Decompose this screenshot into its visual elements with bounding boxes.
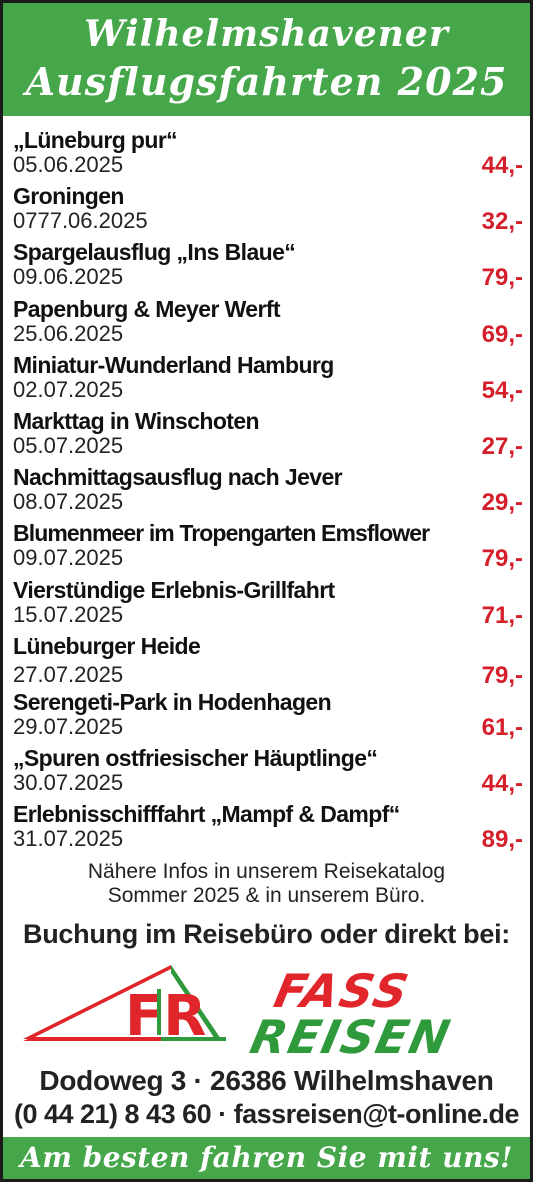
trip-name: Groningen: [13, 183, 124, 210]
trip-name: Nachmittagsausflug nach Jever: [13, 464, 343, 491]
footer-banner: Am besten fahren Sie mit uns!: [3, 1137, 530, 1179]
trip-name: Vierstündige Erlebnis-Grillfahrt: [13, 576, 335, 603]
trip-item: „Spuren ostfriesischer Häuptlinge“ 30.07…: [13, 741, 523, 797]
trip-name: Markttag in Winschoten: [13, 407, 260, 434]
trip-date: 31.07.2025: [13, 826, 124, 852]
trip-item: Spargelausflug „Ins Blaue“ 09.06.2025 79…: [13, 235, 523, 291]
trip-item: Serengeti-Park in Hodenhagen 29.07.2025 …: [13, 685, 523, 741]
trip-name: Papenburg & Meyer Werft: [13, 295, 281, 322]
trip-name: „Lüneburg pur“: [13, 127, 178, 153]
trip-item: Markttag in Winschoten 05.07.2025 27,-: [13, 404, 523, 460]
trip-list: „Lüneburg pur“ 05.06.2025 44,- Groningen…: [13, 123, 523, 853]
trip-item: „Lüneburg pur“ 05.06.2025 44,-: [13, 123, 523, 179]
trip-price: 27,-: [481, 432, 523, 460]
trip-date: 05.07.2025: [13, 432, 124, 458]
footer-slogan: Am besten fahren Sie mit uns!: [20, 1141, 513, 1174]
info-text: Nähere Infos in unserem Reisekatalog Som…: [3, 860, 530, 908]
logo-word-reisen: REISEN: [246, 1010, 456, 1063]
trip-price: 79,-: [481, 264, 523, 292]
trip-item: Groningen 0777.06.2025 32,-: [13, 179, 523, 235]
booking-heading: Buchung im Reisebüro oder direkt bei:: [23, 919, 510, 949]
logo-monogram-accent: [157, 989, 161, 1035]
flyer: Wilhelmshavener Ausflugsfahrten 2025 „Lü…: [3, 3, 530, 1179]
trip-item: Miniatur-Wunderland Hamburg 02.07.2025 5…: [13, 348, 523, 404]
logo-green-baseline: [161, 1037, 226, 1041]
address: Dodoweg 3 · 26386 Wilhelmshaven: [39, 1065, 494, 1096]
fass-reisen-logo: FR FASS REISEN: [21, 955, 516, 1067]
trip-name: Blumenmeer im Tropengarten Emsflower: [13, 520, 430, 547]
trip-item: Blumenmeer im Tropengarten Emsflower 09.…: [13, 516, 523, 572]
trip-date: 05.06.2025: [13, 152, 124, 177]
trip-date: 09.06.2025: [13, 264, 124, 290]
trip-item: Nachmittagsausflug nach Jever 08.07.2025…: [13, 460, 523, 516]
logo-word-fass: FASS: [270, 964, 415, 1017]
header-banner: Wilhelmshavener Ausflugsfahrten 2025: [3, 3, 530, 116]
fass-reisen-logo-graphic: FR FASS REISEN: [23, 964, 456, 1064]
logo-monogram: FR: [125, 984, 206, 1049]
logo-green-stripe: [171, 965, 221, 1039]
trip-name: Serengeti-Park in Hodenhagen: [13, 688, 332, 715]
trip-date: 25.06.2025: [13, 320, 124, 346]
info-line1: Nähere Infos in unserem Reisekatalog: [87, 860, 446, 883]
info-line2: Sommer 2025 & in unserem Büro.: [107, 884, 426, 907]
trip-date: 30.07.2025: [13, 770, 124, 796]
trip-price: 79,-: [481, 545, 523, 573]
trip-name: Erlebnisschifffahrt „Mampf & Dampf“: [13, 801, 400, 828]
trip-price: 79,-: [481, 661, 523, 689]
trip-item: Lüneburger Heide 27.07.2025 79,-: [13, 629, 523, 689]
trip-price: 54,-: [481, 376, 523, 404]
trip-date: 15.07.2025: [13, 601, 124, 627]
trip-date: 08.07.2025: [13, 489, 124, 515]
trip-price: 32,-: [481, 208, 523, 236]
trip-date: 02.07.2025: [13, 376, 124, 402]
trip-name: Miniatur-Wunderland Hamburg: [13, 351, 334, 378]
trip-item: Papenburg & Meyer Werft 25.06.2025 69,-: [13, 292, 523, 348]
header-title-line1: Wilhelmshavener: [84, 13, 449, 55]
trip-price: 89,-: [481, 826, 523, 854]
trip-price: 44,-: [481, 152, 523, 179]
trip-item: Erlebnisschifffahrt „Mampf & Dampf“ 31.0…: [13, 797, 523, 853]
trip-date: 0777.06.2025: [13, 208, 148, 234]
trip-price: 44,-: [481, 770, 523, 798]
trip-name: Lüneburger Heide: [13, 632, 201, 659]
trip-price: 71,-: [481, 601, 523, 629]
header-title-line2: Ausflugsfahrten 2025: [25, 59, 508, 104]
trip-date: 29.07.2025: [13, 713, 124, 739]
trip-item: Vierstündige Erlebnis-Grillfahrt 15.07.2…: [13, 573, 523, 629]
trip-price: 61,-: [481, 713, 523, 741]
trip-name: „Spuren ostfriesischer Häuptlinge“: [13, 745, 378, 772]
logo-red-baseline: [23, 1037, 171, 1041]
trip-price: 69,-: [481, 320, 523, 348]
contact-line: (0 44 21) 8 43 60 · fassreisen@t-online.…: [13, 1099, 520, 1129]
trip-price: 29,-: [481, 489, 523, 517]
trip-date: 09.07.2025: [13, 545, 124, 571]
trip-name: Spargelausflug „Ins Blaue“: [13, 239, 296, 266]
logo-red-stripe: [23, 965, 171, 1039]
trip-date: 27.07.2025: [13, 661, 124, 687]
